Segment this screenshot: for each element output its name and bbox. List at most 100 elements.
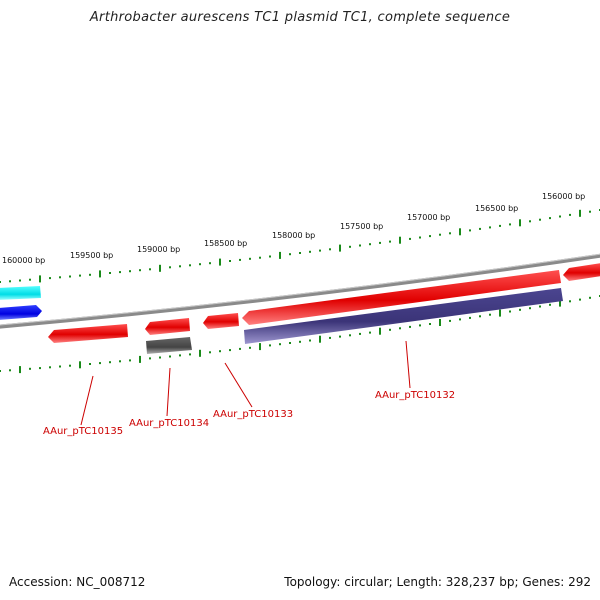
lower-scale-minor-tick [189, 353, 191, 356]
gene-aaur-ptc10132-red[interactable] [242, 270, 561, 325]
plasmid-backbone [0, 253, 600, 329]
gene-aaur-ptc10135[interactable] [48, 324, 128, 343]
scale-label-157500: 157500 bp [340, 222, 383, 231]
lower-scale-minor-tick [469, 316, 471, 319]
scale-label-156000: 156000 bp [542, 192, 585, 201]
upper-scale-minor-tick [439, 233, 441, 236]
lower-scale-minor-tick [219, 350, 221, 353]
lower-scale-minor-tick [339, 335, 341, 338]
lower-scale-minor-tick [589, 296, 591, 299]
lower-scale-major-tick [199, 349, 201, 357]
lower-scale-minor-tick [179, 354, 181, 357]
gene-blue[interactable] [0, 305, 42, 320]
gene-label-aaur-ptc10132[interactable]: AAur_pTC10132 [375, 390, 455, 401]
upper-scale-minor-tick [469, 229, 471, 232]
lower-scale-minor-tick [59, 365, 61, 368]
upper-scale-minor-tick [479, 227, 481, 230]
upper-scale-minor-tick [19, 279, 21, 282]
lower-scale-minor-tick [159, 356, 161, 359]
lower-scale-minor-tick [289, 342, 291, 344]
upper-scale-major-tick [99, 270, 101, 278]
scale-label-159000: 159000 bp [137, 245, 180, 254]
scale-label-156500: 156500 bp [475, 204, 518, 213]
upper-scale-minor-tick [499, 224, 501, 227]
label-leaders [80, 340, 411, 426]
upper-scale-minor-tick [49, 277, 51, 280]
scale-ticks-upper [0, 209, 600, 283]
lower-scale-minor-tick [449, 319, 451, 322]
upper-scale-major-tick [579, 209, 581, 217]
lower-scale-minor-tick [9, 369, 11, 372]
upper-scale-minor-tick [229, 260, 231, 262]
upper-scale-minor-tick [359, 244, 361, 247]
upper-scale-minor-tick [149, 268, 151, 271]
scale-label-158500: 158500 bp [204, 239, 247, 248]
upper-scale-minor-tick [209, 262, 211, 265]
upper-scale-major-tick [519, 219, 521, 227]
lower-scale-minor-tick [389, 328, 391, 331]
upper-scale-minor-tick [389, 240, 391, 243]
lower-scale-minor-tick [409, 325, 411, 328]
upper-scale-major-tick [219, 258, 221, 266]
lower-scale-minor-tick [479, 315, 481, 318]
lower-scale-minor-tick [529, 307, 531, 310]
upper-scale-minor-tick [179, 265, 181, 268]
lower-scale-minor-tick [29, 367, 31, 370]
lower-scale-major-tick [499, 309, 501, 317]
lower-scale-minor-tick [359, 332, 361, 335]
upper-scale-minor-tick [329, 248, 331, 251]
gene-label-aaur-ptc10134[interactable]: AAur_pTC10134 [129, 418, 209, 429]
upper-scale-minor-tick [269, 255, 271, 258]
lower-scale-minor-tick [369, 331, 371, 334]
lower-scale-minor-tick [239, 347, 241, 350]
lower-scale-minor-tick [349, 334, 351, 337]
topology-summary: Topology: circular; Length: 328,237 bp; … [284, 575, 591, 589]
upper-scale-major-tick [459, 228, 461, 236]
lower-scale-major-tick [559, 299, 561, 307]
scale-label-159500: 159500 bp [70, 251, 113, 260]
upper-scale-minor-tick [369, 243, 371, 246]
upper-scale-major-tick [279, 251, 281, 259]
upper-scale-minor-tick [589, 210, 591, 213]
lower-scale-minor-tick [549, 303, 551, 306]
upper-scale-minor-tick [309, 250, 311, 253]
gene-label-aaur-ptc10135[interactable]: AAur_pTC10135 [43, 426, 123, 437]
gene-cyan[interactable] [0, 286, 41, 300]
upper-scale-minor-tick [379, 241, 381, 244]
upper-scale-minor-tick [539, 218, 541, 221]
lower-scale-major-tick [319, 335, 321, 343]
upper-scale-major-tick [399, 236, 401, 244]
upper-scale-minor-tick [289, 253, 291, 256]
gene-aaur-ptc10134-gray[interactable] [146, 337, 192, 354]
upper-scale-minor-tick [9, 280, 11, 283]
lower-scale-minor-tick [149, 357, 151, 360]
lower-scale-major-tick [379, 327, 381, 335]
upper-scale-minor-tick [129, 270, 131, 273]
upper-scale-minor-tick [559, 215, 561, 218]
lower-scale-minor-tick [489, 313, 491, 316]
lower-scale-minor-tick [109, 361, 111, 364]
lower-scale-minor-tick [539, 305, 541, 308]
upper-scale-minor-tick [0, 281, 1, 283]
upper-scale-minor-tick [349, 245, 351, 248]
lower-scale-minor-tick [269, 344, 271, 347]
upper-scale-minor-tick [59, 276, 61, 279]
upper-scale-minor-tick [79, 274, 81, 277]
gene-aaur-ptc10132-navy[interactable] [244, 288, 563, 344]
gene-aaur-ptc10134-red[interactable] [145, 318, 190, 335]
lower-scale-minor-tick [39, 367, 41, 370]
upper-scale-minor-tick [109, 272, 111, 274]
upper-scale-minor-tick [549, 217, 551, 220]
upper-scale-minor-tick [89, 273, 91, 276]
gene-right-partial[interactable] [563, 263, 600, 281]
gene-label-aaur-ptc10133[interactable]: AAur_pTC10133 [213, 409, 293, 420]
lower-scale-minor-tick [429, 323, 431, 325]
upper-scale-minor-tick [419, 236, 421, 239]
lower-scale-minor-tick [509, 310, 511, 313]
lower-scale-minor-tick [579, 298, 581, 301]
lower-scale-major-tick [19, 366, 21, 374]
gene-aaur-ptc10133[interactable] [203, 313, 239, 329]
lower-scale-minor-tick [69, 364, 71, 367]
lower-scale-minor-tick [309, 339, 311, 342]
